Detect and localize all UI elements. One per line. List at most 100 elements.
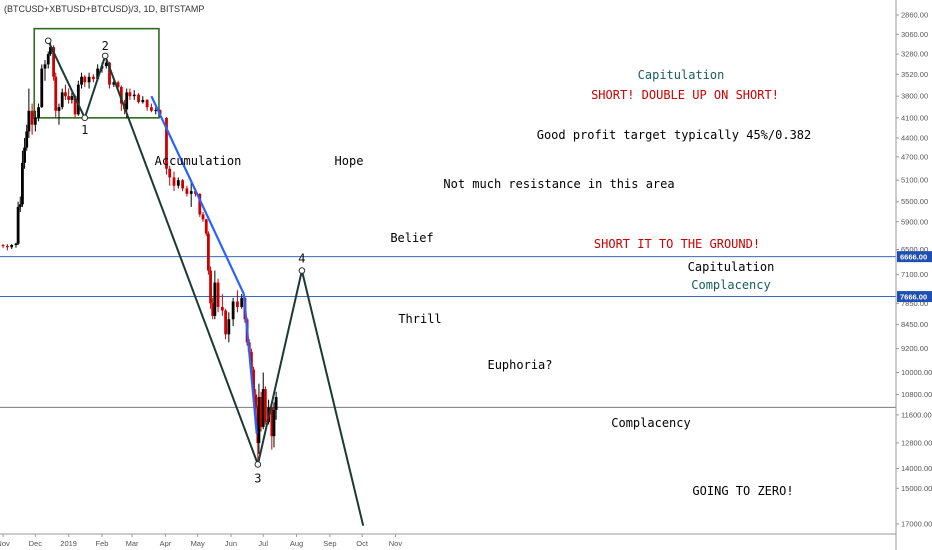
candle-body — [87, 76, 91, 83]
annotation-label: Euphoria? — [487, 358, 552, 372]
blue-trend-line — [150, 95, 245, 295]
annotation-label: Capitulation — [638, 68, 725, 82]
candle-body — [207, 233, 210, 271]
candle-body — [201, 214, 205, 220]
candle-body — [54, 76, 58, 111]
x-tick-label: Jun — [225, 539, 237, 548]
candle-body — [204, 219, 208, 234]
candles — [1, 40, 278, 465]
candle-body — [261, 389, 265, 427]
candle-body — [165, 117, 168, 169]
candle-body — [33, 117, 37, 125]
pivot-marker — [81, 114, 89, 122]
candle-body — [73, 96, 77, 115]
candle-body — [213, 282, 217, 316]
y-tick-label: 15000.00 — [901, 484, 932, 493]
candle-body — [250, 351, 253, 370]
candle-body — [27, 110, 31, 132]
candle-body — [224, 310, 227, 335]
y-tick-label: 11600.00 — [901, 410, 932, 419]
candle-body — [52, 47, 55, 77]
candle-body — [16, 206, 20, 244]
candle-body — [176, 180, 180, 186]
candle-body — [76, 84, 80, 115]
candle-body — [263, 389, 267, 423]
candle-body — [211, 303, 215, 316]
candle-body — [137, 94, 140, 103]
candle-body — [46, 54, 50, 65]
blue-trend-line — [242, 293, 258, 434]
candle-body — [154, 110, 158, 112]
annotations: 1 2 3 4 Capitulation SHORT! DOUBLE UP ON SHOR… — [81, 39, 811, 498]
candle-body — [91, 76, 95, 80]
candle-body — [227, 319, 231, 335]
y-tick-label: 14000.00 — [901, 464, 932, 473]
annotation-label: Belief — [390, 231, 433, 245]
annotation-label: Not much resistance in this area — [443, 177, 674, 191]
candle-body — [150, 107, 153, 111]
candle-body — [181, 180, 184, 189]
annotation-label: SHORT! DOUBLE UP ON SHORT! — [591, 88, 779, 102]
candle-body — [272, 409, 276, 437]
candle-body — [240, 297, 244, 307]
candle-body — [5, 245, 9, 248]
pivot-marker — [254, 461, 262, 468]
pivot-marker — [101, 52, 109, 60]
x-tick-label: Dec — [29, 539, 43, 548]
y-tick-label: 7100.00 — [901, 270, 928, 279]
candle-body — [185, 188, 189, 194]
candle-body — [23, 147, 26, 163]
candle-body — [198, 193, 202, 215]
candle-body — [30, 110, 34, 125]
candle-body — [21, 162, 24, 205]
y-tick-label: 10000.00 — [901, 368, 932, 377]
horizontal-lines — [0, 256, 896, 408]
candle-body — [168, 168, 172, 178]
candle-body — [231, 301, 235, 320]
y-tick-label: 6500.00 — [901, 245, 928, 254]
y-tick-label: 17000.00 — [901, 520, 932, 529]
y-tick-label: 3520.00 — [901, 70, 928, 79]
x-tick-label: Feb — [96, 539, 109, 548]
annotation-label: Hope — [335, 154, 364, 168]
y-tick-label: 12800.00 — [901, 438, 932, 447]
candle-body — [119, 86, 123, 104]
price-badge — [897, 291, 932, 303]
price-badge-label: 7666.00 — [900, 292, 927, 301]
candle-body — [48, 47, 52, 55]
candle-body — [125, 92, 129, 110]
y-tick-label: 4400.00 — [901, 134, 928, 143]
y-tick-label: 5500.00 — [901, 197, 928, 206]
candle-body — [83, 76, 87, 83]
candle-body — [37, 107, 40, 118]
annotation-label: Complacency — [691, 278, 770, 292]
candle-body — [141, 99, 145, 103]
price-badge — [897, 251, 932, 263]
chart-title: (BTCUSD+XBTUSD+BTCUSD)/3, 1D, BITSTAMP — [4, 4, 204, 14]
candle-body — [70, 96, 74, 100]
candle-body — [216, 282, 220, 307]
candle-body — [1, 245, 5, 247]
candle-body — [270, 407, 274, 437]
candle-body — [209, 270, 212, 304]
candle-body — [252, 369, 255, 395]
x-tick-label: 2019 — [60, 539, 77, 548]
y-tick-label: 8450.00 — [901, 320, 928, 329]
candle-body — [14, 243, 18, 246]
candle-body — [274, 397, 278, 410]
pivot-marker — [44, 37, 52, 45]
price-badge-label: 6666.00 — [900, 252, 927, 261]
annotation-label: SHORT IT TO THE GROUND! — [594, 237, 760, 251]
candle-body — [18, 204, 22, 207]
candle-body — [43, 64, 47, 69]
candle-body — [40, 68, 44, 108]
candle-body — [104, 62, 108, 67]
candle-body — [112, 82, 116, 85]
x-tick-label: Sep — [323, 539, 336, 548]
candle-body — [220, 306, 224, 311]
x-tick-label: Aug — [290, 539, 303, 548]
wave-label: 4 — [298, 252, 305, 266]
candle-body — [259, 397, 263, 427]
candle-body — [96, 68, 100, 80]
